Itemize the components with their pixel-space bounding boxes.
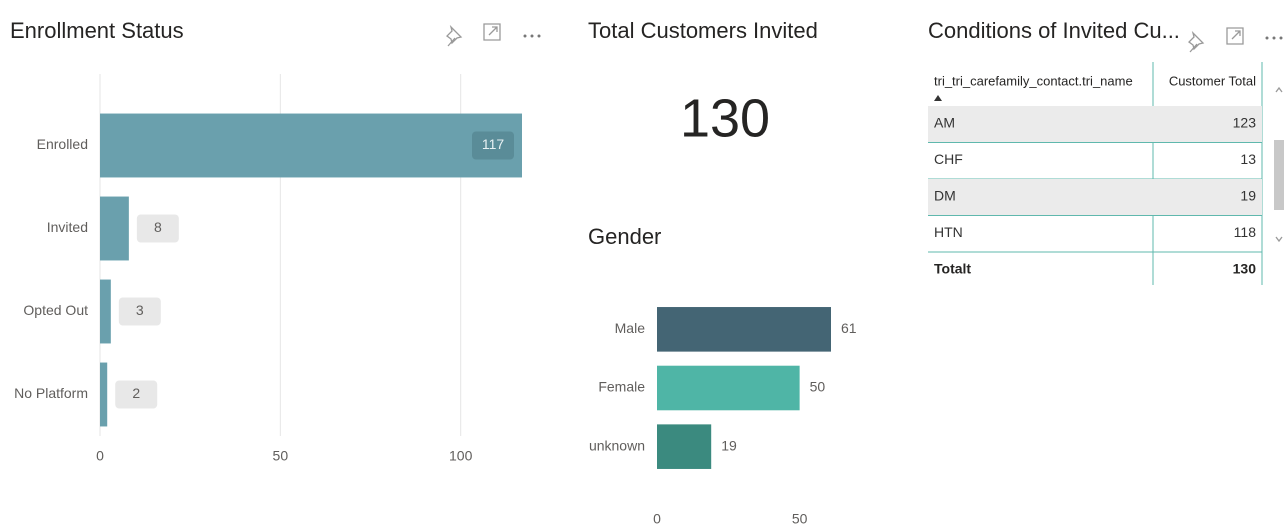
- bar: [100, 196, 129, 261]
- bar: [657, 424, 712, 469]
- data-label-bg: [136, 214, 179, 243]
- bar: [657, 307, 831, 352]
- data-label: 50: [810, 379, 826, 395]
- cell: DM: [934, 188, 956, 204]
- table-title: Conditions of Invited Cu...: [928, 18, 1180, 43]
- card-value: 130: [680, 88, 770, 148]
- row-bg: [928, 179, 1262, 216]
- data-label: 19: [721, 437, 737, 453]
- table-scrollbar[interactable]: [1274, 86, 1284, 243]
- cell: CHF: [934, 151, 963, 167]
- y-tick-label: Invited: [47, 219, 88, 235]
- more-icon[interactable]: [1265, 36, 1283, 40]
- cell: HTN: [934, 224, 963, 240]
- data-label-bg: [115, 380, 158, 409]
- data-label-bg: [118, 297, 161, 326]
- data-label-bg: [472, 131, 514, 160]
- pin-icon[interactable]: [446, 24, 463, 47]
- scroll-up[interactable]: [1275, 86, 1283, 93]
- bar: [100, 362, 108, 427]
- cell: 118: [1234, 224, 1257, 240]
- data-label: 3: [136, 302, 144, 318]
- pin-icon[interactable]: [1188, 30, 1205, 53]
- data-label: 8: [154, 219, 162, 235]
- visual-header-icons[interactable]: [446, 23, 1283, 53]
- data-label: 117: [482, 136, 505, 152]
- y-tick-label: Male: [615, 320, 646, 336]
- total-cell: 130: [1233, 261, 1257, 277]
- bar: [100, 113, 522, 178]
- x-tick-label: 100: [449, 448, 473, 464]
- y-tick-label: Opted Out: [23, 302, 88, 318]
- data-label: 2: [132, 385, 140, 401]
- chart-title: Enrollment Status: [10, 18, 184, 43]
- x-tick-label: 0: [653, 511, 661, 527]
- cell: 123: [1233, 115, 1257, 131]
- cell: 19: [1240, 188, 1256, 204]
- bar: [100, 279, 111, 344]
- x-tick-label: 0: [96, 448, 104, 464]
- x-tick-label: 50: [792, 511, 808, 527]
- cell: AM: [934, 115, 955, 131]
- bar: [657, 365, 800, 411]
- column-header: tri_tri_carefamily_contact.tri_name: [934, 73, 1133, 88]
- y-tick-label: Female: [598, 379, 645, 395]
- more-icon[interactable]: [523, 34, 541, 38]
- chart-title: Gender: [588, 224, 661, 249]
- column-header: Customer Total: [1169, 73, 1256, 88]
- focus-icon[interactable]: [1226, 27, 1244, 45]
- row-bg: [928, 106, 1262, 143]
- scroll-down[interactable]: [1275, 236, 1283, 243]
- x-tick-label: 50: [273, 448, 289, 464]
- total-cell: Totalt: [934, 261, 971, 277]
- cell: 13: [1240, 151, 1256, 167]
- scroll-thumb[interactable]: [1274, 140, 1284, 210]
- y-tick-label: No Platform: [14, 385, 88, 401]
- card-title: Total Customers Invited: [588, 18, 818, 43]
- y-tick-label: unknown: [589, 437, 645, 453]
- data-label: 61: [841, 320, 857, 336]
- focus-icon[interactable]: [483, 23, 501, 41]
- y-tick-label: Enrolled: [37, 136, 88, 152]
- sort-arrow: [934, 95, 942, 101]
